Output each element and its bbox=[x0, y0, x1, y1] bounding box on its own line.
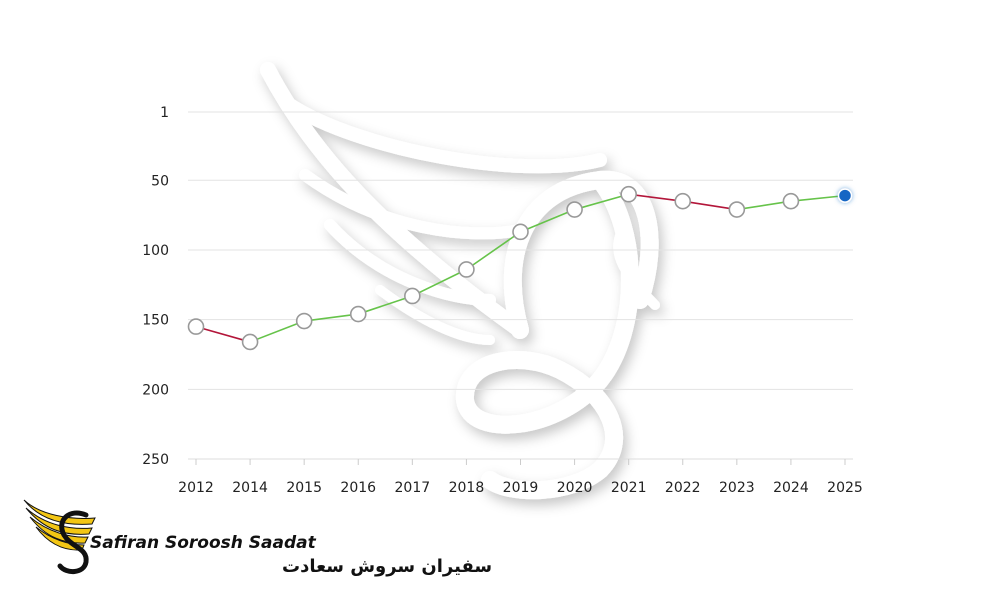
data-point-2019[interactable] bbox=[512, 223, 529, 241]
data-point-2015[interactable] bbox=[295, 312, 313, 330]
segment-improved bbox=[736, 200, 792, 211]
segment-improved bbox=[519, 208, 576, 233]
x-tick-label-2012: 2012 bbox=[178, 480, 214, 496]
data-point-2017[interactable] bbox=[404, 287, 421, 305]
rank-series-line bbox=[195, 193, 846, 343]
x-tick-label-2022: 2022 bbox=[665, 480, 701, 496]
company-logo: Safiran Soroosh Saadat سفیران سروش سعادت bbox=[23, 499, 492, 577]
x-tick-label-2017: 2017 bbox=[395, 480, 431, 496]
data-point-2021[interactable] bbox=[620, 185, 637, 203]
segment-improved bbox=[303, 313, 360, 322]
segment-improved bbox=[465, 231, 522, 271]
y-tick-label: 50 bbox=[151, 173, 169, 189]
y-tick-label: 1 bbox=[160, 105, 169, 121]
y-tick-label: 150 bbox=[142, 313, 169, 329]
x-axis: 2012 2014 2015 2016 2017 2018 2019 2020 2021 2022… bbox=[178, 458, 863, 496]
segment-worsened bbox=[195, 325, 251, 343]
swan-s-icon bbox=[57, 510, 89, 574]
data-point-2023[interactable] bbox=[728, 201, 746, 218]
rank-series-points bbox=[187, 185, 853, 351]
data-point-2014[interactable] bbox=[241, 333, 259, 351]
x-tick-label-2020: 2020 bbox=[557, 480, 593, 496]
segment-worsened bbox=[681, 200, 738, 211]
y-tick-label: 250 bbox=[142, 452, 169, 468]
data-point-2018[interactable] bbox=[458, 261, 475, 278]
data-point-2016[interactable] bbox=[349, 305, 367, 323]
logo-name-english: Safiran Soroosh Saadat bbox=[90, 533, 317, 553]
x-tick-label-2024: 2024 bbox=[773, 480, 809, 496]
watermark-bird-logo bbox=[260, 62, 660, 500]
segment-improved bbox=[573, 193, 630, 211]
x-tick-label-2015: 2015 bbox=[286, 480, 322, 496]
segment-improved bbox=[411, 268, 468, 297]
segment-improved bbox=[249, 320, 305, 343]
segment-worsened bbox=[627, 193, 684, 202]
segment-improved bbox=[357, 295, 414, 315]
y-tick-label: 200 bbox=[142, 382, 169, 398]
segment-improved bbox=[790, 194, 846, 202]
logo-name-persian: سفیران سروش سعادت bbox=[282, 556, 492, 577]
y-tick-label: 100 bbox=[142, 243, 169, 259]
x-tick-label-2021: 2021 bbox=[611, 480, 647, 496]
x-tick-label-2018: 2018 bbox=[449, 480, 485, 496]
data-point-2022[interactable] bbox=[674, 192, 692, 210]
x-tick-label-2014: 2014 bbox=[232, 480, 268, 496]
x-tick-label-2025: 2025 bbox=[827, 480, 863, 496]
x-tick-label-2023: 2023 bbox=[719, 480, 755, 496]
x-tick-label-2019: 2019 bbox=[503, 480, 539, 496]
data-point-2020[interactable] bbox=[566, 201, 583, 218]
data-point-latest[interactable] bbox=[837, 188, 853, 203]
data-point-2024[interactable] bbox=[782, 192, 800, 210]
data-point-2012[interactable] bbox=[187, 318, 205, 335]
x-tick-label-2016: 2016 bbox=[340, 480, 376, 496]
